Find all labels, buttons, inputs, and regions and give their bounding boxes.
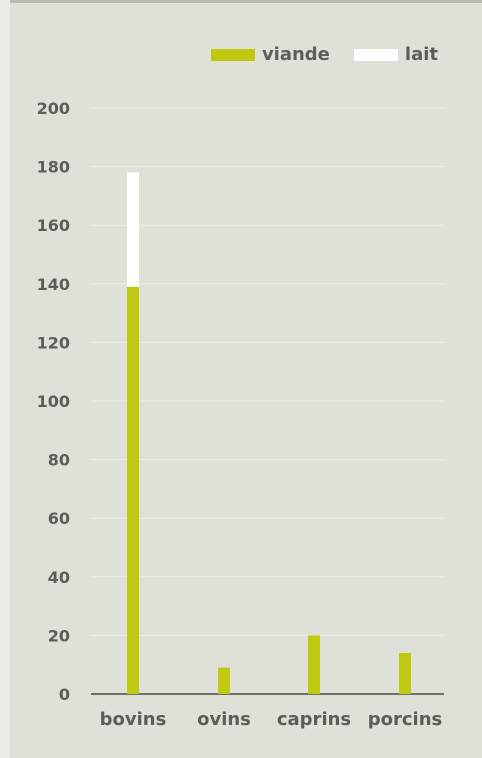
legend-swatch-viande <box>210 48 255 61</box>
legend-swatch-lait <box>353 48 398 61</box>
bar-viande-bovins <box>127 286 139 694</box>
bar-viande-ovins <box>218 667 230 694</box>
legend-label-viande: viande <box>261 44 330 65</box>
y-tick-label: 180 <box>37 158 70 177</box>
y-tick-label: 40 <box>48 568 70 587</box>
legend-item-lait: lait <box>353 44 438 65</box>
y-tick-label: 200 <box>37 99 70 118</box>
y-tick-label: 140 <box>37 275 70 294</box>
chart-legend: viande lait <box>210 44 438 65</box>
y-tick-label: 100 <box>37 392 70 411</box>
y-tick-label: 120 <box>37 333 70 352</box>
top-border <box>0 0 482 3</box>
y-tick-label: 0 <box>59 685 70 704</box>
x-tick-label-bovins: bovins <box>100 709 167 730</box>
bar-viande-caprins <box>308 635 320 694</box>
bar-viande-porcins <box>399 652 411 694</box>
left-border <box>0 0 10 758</box>
bar-lait-bovins <box>127 172 139 287</box>
x-tick-label-ovins: ovins <box>197 709 251 730</box>
y-tick-label: 80 <box>48 451 70 470</box>
x-tick-label-caprins: caprins <box>277 709 351 730</box>
legend-label-lait: lait <box>404 44 438 65</box>
legend-item-viande: viande <box>210 44 330 65</box>
y-tick-label: 20 <box>48 626 70 645</box>
x-tick-label-porcins: porcins <box>368 709 443 730</box>
y-tick-label: 60 <box>48 509 70 528</box>
y-tick-label: 160 <box>37 216 70 235</box>
